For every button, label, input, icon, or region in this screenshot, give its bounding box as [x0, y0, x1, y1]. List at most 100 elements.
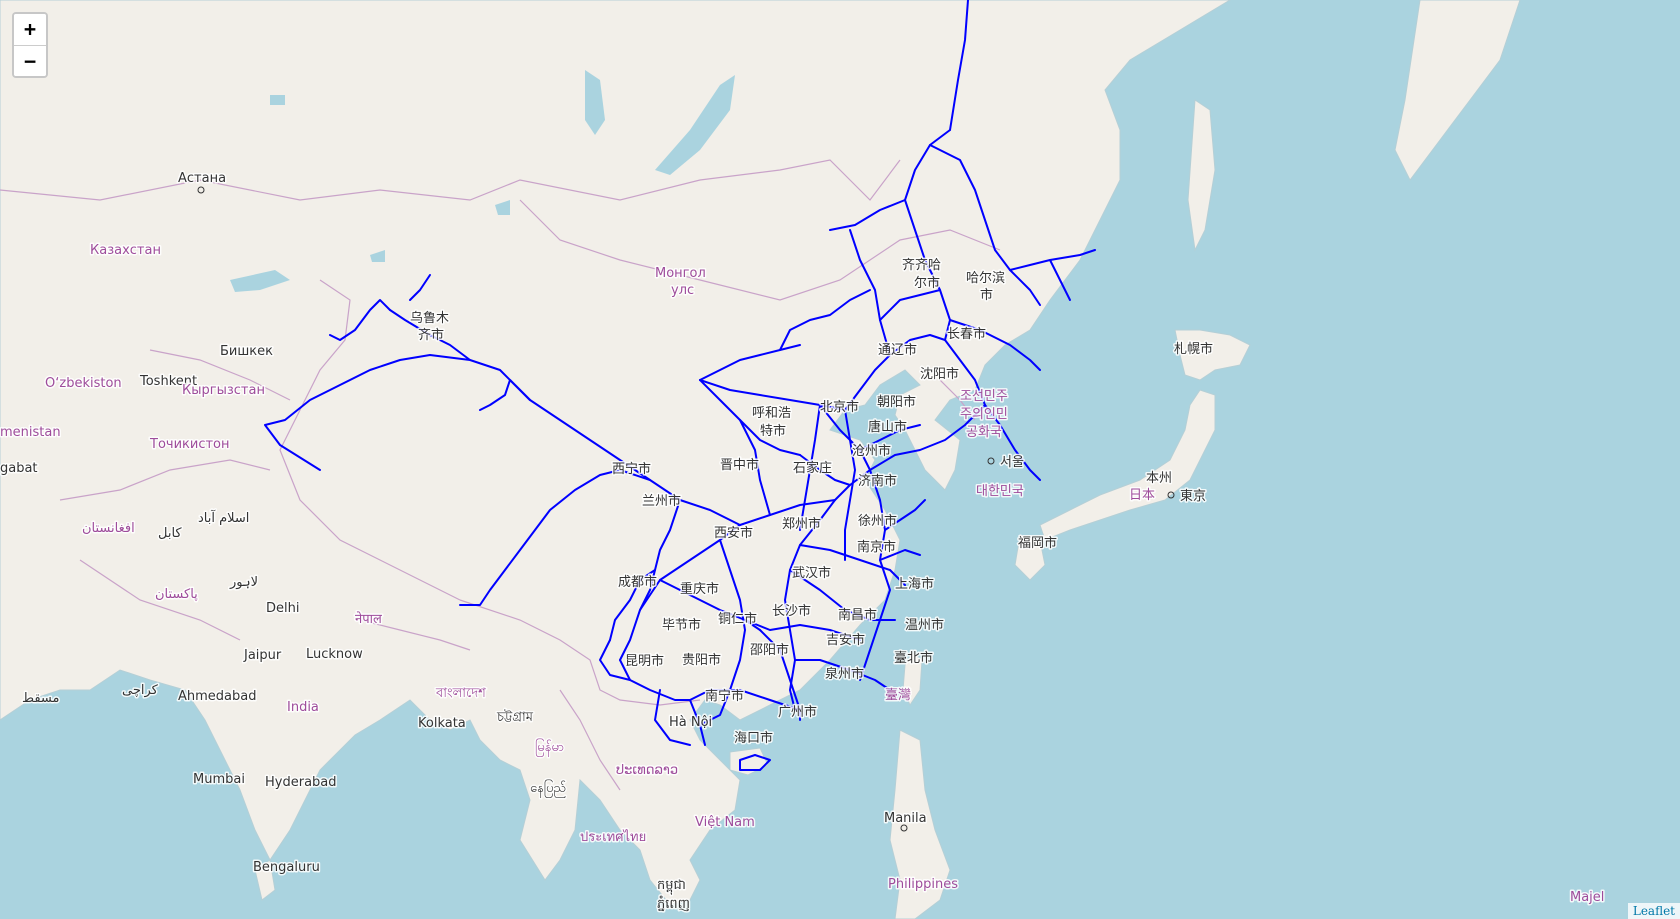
rail-line [929, 144, 1096, 271]
label-kunming: 昆明市 [625, 653, 664, 669]
label-mongolia-1: Монгол [655, 266, 706, 281]
rail-line [904, 129, 951, 341]
kamchatka-coast [1394, 0, 1521, 181]
rail-line [949, 319, 1041, 371]
japan-kyushu [1014, 534, 1046, 581]
zoom-control: + − [12, 12, 48, 78]
rail-line [689, 539, 746, 726]
rail-line [944, 339, 986, 406]
rail-line [619, 499, 836, 661]
rail-line [884, 499, 926, 531]
label-qiqihar-2: 尔市 [914, 275, 940, 291]
philippines-islands [889, 729, 951, 919]
lake [495, 200, 510, 215]
label-chittagong: চট্টগ্রাম [496, 709, 534, 725]
rail-line [409, 274, 431, 301]
label-xuzhou: 徐州市 [858, 513, 897, 529]
label-qiqihar-1: 齐齐哈 [902, 257, 941, 273]
rail-line [844, 409, 856, 561]
label-jaipur: Jaipur [243, 648, 282, 663]
label-afghanistan: افغانستان [82, 521, 135, 536]
rail-line [389, 309, 471, 361]
rail-line [699, 344, 801, 381]
rail-line [779, 289, 871, 351]
label-bijie: 毕节市 [662, 617, 701, 633]
label-naypyitaw: နေပြည် [530, 779, 566, 798]
label-harbin-1: 哈尔滨 [966, 270, 1005, 286]
rail-line [699, 379, 846, 411]
label-cambodia: កម្ពុជា [657, 878, 686, 895]
label-muscat: مسقط [22, 691, 59, 706]
label-karachi: کراچی [122, 683, 159, 698]
lake [585, 70, 605, 135]
label-turkmenistan: menistan [0, 425, 61, 440]
rail-line [879, 289, 941, 321]
lake [370, 250, 385, 262]
label-jinzhong: 晋中市 [720, 457, 759, 473]
label-lanzhou: 兰州市 [642, 493, 681, 509]
label-harbin-2: 市 [980, 287, 993, 303]
label-bengaluru: Bengaluru [253, 860, 320, 875]
label-majel: Majel [1570, 890, 1604, 905]
attribution[interactable]: Leaflet [1627, 903, 1680, 919]
label-nkorea-3: 공화국 [966, 425, 1002, 440]
label-chongqing: 重庆市 [680, 581, 719, 597]
rail-line [689, 689, 801, 711]
label-zhengzhou: 郑州市 [782, 516, 821, 532]
label-taipei: 臺北市 [894, 650, 933, 666]
country-borders [0, 159, 1001, 791]
rail-line [869, 404, 986, 471]
rail-line [799, 454, 851, 486]
label-urumqi-2: 齐市 [418, 327, 444, 343]
label-bishkek: Бишкек [220, 344, 273, 359]
city-marker [900, 824, 908, 832]
city-marker [987, 457, 995, 465]
rail-line [619, 659, 691, 701]
label-toshkent: Toshkent [139, 374, 197, 389]
label-japan: 日本 [1129, 488, 1155, 503]
label-baotou-1: 呼和浩 [752, 406, 791, 421]
label-cangzhou: 沧州市 [852, 443, 891, 459]
label-hanoi: Hà Nội [669, 715, 712, 730]
rail-line [1049, 259, 1071, 301]
label-urumqi-1: 乌鲁木 [410, 310, 449, 326]
label-tangshan: 唐山市 [868, 419, 907, 435]
label-shanghai: 上海市 [895, 576, 934, 592]
label-xian: 西安市 [714, 525, 753, 541]
label-tongren: 铜仁市 [718, 611, 757, 627]
rail-line [799, 544, 906, 586]
label-sapporo: 札幌市 [1174, 341, 1213, 357]
label-honshu: 本州 [1146, 471, 1172, 486]
label-philippines: Philippines [888, 877, 958, 892]
attribution-link[interactable]: Leaflet [1632, 904, 1675, 918]
label-bangladesh: বাংলাদেশ [435, 686, 486, 701]
rail-line [739, 754, 771, 771]
label-tajikistan: Точикистон [149, 437, 230, 452]
rail-line [879, 549, 921, 561]
island [254, 859, 276, 901]
rail-line [859, 469, 891, 681]
label-haikou: 海口市 [734, 730, 773, 746]
label-shijiazhuang: 石家庄 [793, 460, 832, 476]
rail-line [1009, 269, 1041, 306]
zoom-in-button[interactable]: + [14, 14, 46, 45]
railway-network [264, 0, 1096, 771]
rail-line [699, 724, 706, 746]
zoom-out-button[interactable]: − [14, 45, 46, 76]
label-baotou-2: 特市 [760, 423, 786, 439]
label-wuhan: 武汉市 [792, 565, 831, 581]
rail-line [744, 619, 861, 641]
label-nanchang: 南昌市 [838, 607, 877, 623]
label-shaoyang: 邵阳市 [750, 642, 789, 658]
label-quanzhou: 泉州市 [825, 666, 864, 682]
label-ahmedabad: Ahmedabad [178, 689, 256, 704]
rail-line [654, 689, 691, 746]
rail-line [599, 639, 631, 681]
label-myanmar: မြန်မာ [535, 738, 564, 757]
label-nkorea-2: 주의인민 [960, 407, 1008, 422]
label-xining: 西宁市 [612, 461, 651, 477]
lake [270, 95, 285, 105]
city-marker [1167, 491, 1175, 499]
